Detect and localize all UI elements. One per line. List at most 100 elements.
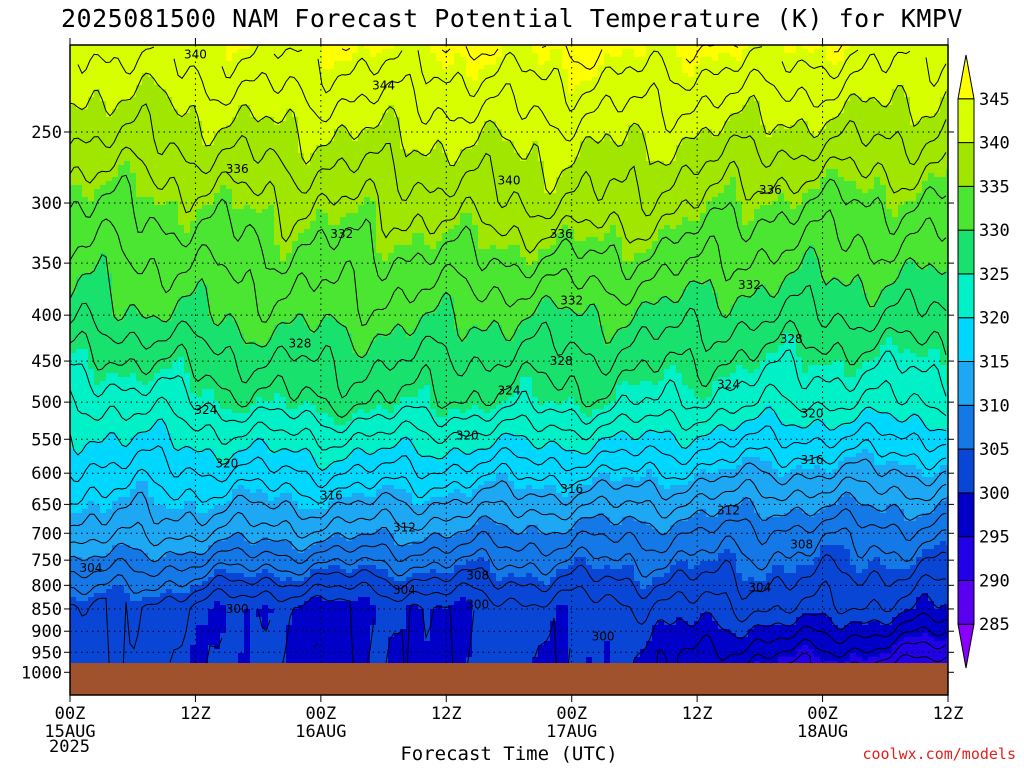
contour-cell xyxy=(106,49,113,54)
contour-cell xyxy=(112,289,119,294)
contour-cell xyxy=(226,525,233,530)
contour-cell xyxy=(124,161,131,166)
contour-cell xyxy=(244,153,251,158)
contour-cell xyxy=(160,429,167,434)
contour-cell xyxy=(148,145,155,150)
contour-cell xyxy=(148,489,155,494)
contour-cell xyxy=(148,213,155,218)
contour-cell xyxy=(238,257,245,262)
contour-cell xyxy=(244,117,251,122)
contour-cell xyxy=(94,649,101,654)
contour-cell xyxy=(148,197,155,202)
contour-cell xyxy=(154,49,161,54)
contour-cell xyxy=(238,69,245,74)
contour-cell xyxy=(88,149,95,154)
contour-cell xyxy=(70,329,77,334)
contour-cell xyxy=(160,169,167,174)
contour-cell xyxy=(130,293,137,298)
contour-cell xyxy=(202,65,209,70)
contour-cell xyxy=(100,505,107,510)
contour-cell xyxy=(94,505,101,510)
contour-cell xyxy=(100,85,107,90)
contour-cell xyxy=(250,313,257,318)
contour-cell xyxy=(220,381,227,386)
contour-cell xyxy=(100,353,107,358)
contour-cell xyxy=(196,381,203,386)
contour-cell xyxy=(160,77,167,82)
contour-cell xyxy=(214,169,221,174)
contour-cell xyxy=(112,369,119,374)
contour-cell xyxy=(208,505,215,510)
contour-cell xyxy=(100,309,107,314)
contour-cell xyxy=(202,265,209,270)
contour-cell xyxy=(100,397,107,402)
contour-cell xyxy=(196,441,203,446)
contour-cell xyxy=(172,489,179,494)
contour-cell xyxy=(94,153,101,158)
contour-cell xyxy=(124,529,131,534)
contour-cell xyxy=(82,225,89,230)
contour-cell xyxy=(88,437,95,442)
contour-cell xyxy=(166,117,173,122)
contour-cell xyxy=(178,265,185,270)
contour-cell xyxy=(106,205,113,210)
contour-cell xyxy=(214,49,221,54)
contour-cell xyxy=(130,345,137,350)
contour-cell xyxy=(142,645,149,650)
contour-cell xyxy=(160,461,167,466)
contour-cell xyxy=(160,573,167,578)
contour-cell xyxy=(220,413,227,418)
contour-cell xyxy=(100,421,107,426)
contour-cell xyxy=(76,93,83,98)
contour-cell xyxy=(70,197,77,202)
contour-cell xyxy=(112,61,119,66)
contour-cell xyxy=(130,541,137,546)
contour-cell xyxy=(124,105,131,110)
contour-cell xyxy=(184,97,191,102)
contour-cell xyxy=(130,613,137,618)
contour-cell xyxy=(88,613,95,618)
contour-cell xyxy=(172,557,179,562)
contour-cell xyxy=(136,125,143,130)
contour-cell xyxy=(112,353,119,358)
contour-cell xyxy=(238,217,245,222)
contour-cell xyxy=(232,649,239,654)
contour-cell xyxy=(184,301,191,306)
contour-cell xyxy=(70,409,77,414)
contour-cell xyxy=(250,249,257,254)
contour-cell xyxy=(142,365,149,370)
contour-cell xyxy=(178,333,185,338)
contour-cell xyxy=(118,169,125,174)
contour-cell xyxy=(142,445,149,450)
contour-cell xyxy=(208,113,215,118)
contour-cell xyxy=(94,653,101,658)
contour-cell xyxy=(124,221,131,226)
contour-cell xyxy=(196,633,203,638)
contour-cell xyxy=(166,341,173,346)
contour-cell xyxy=(94,213,101,218)
contour-cell xyxy=(76,381,83,386)
contour-cell xyxy=(142,237,149,242)
contour-cell xyxy=(70,385,77,390)
contour-cell xyxy=(94,293,101,298)
contour-cell xyxy=(100,517,107,522)
contour-cell xyxy=(82,505,89,510)
contour-cell xyxy=(238,149,245,154)
contour-cell xyxy=(178,369,185,374)
contour-cell xyxy=(214,569,221,574)
contour-cell xyxy=(118,213,125,218)
contour-cell xyxy=(148,97,155,102)
contour-cell xyxy=(178,325,185,330)
contour-cell xyxy=(250,205,257,210)
contour-cell xyxy=(112,85,119,90)
contour-cell xyxy=(238,497,245,502)
contour-cell xyxy=(118,549,125,554)
contour-cell xyxy=(250,361,257,366)
contour-cell xyxy=(190,85,197,90)
contour-cell xyxy=(88,185,95,190)
contour-cell xyxy=(136,537,143,542)
contour-cell xyxy=(172,225,179,230)
contour-cell xyxy=(76,457,83,462)
contour-cell xyxy=(172,101,179,106)
contour-cell xyxy=(70,57,77,62)
